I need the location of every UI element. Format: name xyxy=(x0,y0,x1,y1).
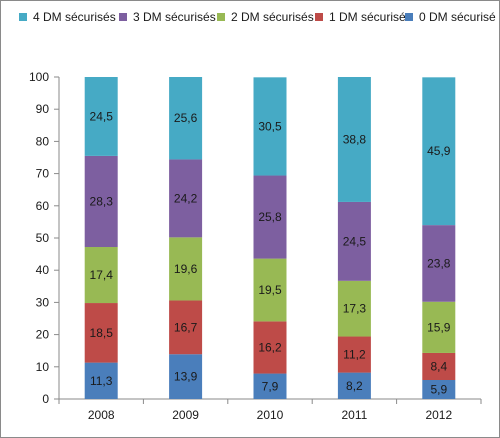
bar-segment xyxy=(337,280,371,337)
bar-segment xyxy=(422,380,456,399)
y-tick-label: 60 xyxy=(36,199,50,213)
bar-segment xyxy=(422,77,456,226)
data-label: 24,5 xyxy=(343,234,367,248)
bar-segment xyxy=(169,159,203,238)
x-tick-label: 2010 xyxy=(257,408,284,422)
data-label: 16,2 xyxy=(258,340,282,354)
y-tick-label: 50 xyxy=(36,231,50,245)
legend-label-4dm: 4 DM sécurisés xyxy=(33,10,116,24)
data-label: 23,8 xyxy=(427,256,451,270)
bar-segment xyxy=(337,77,371,202)
bar-segment xyxy=(422,352,456,381)
data-label: 17,4 xyxy=(90,268,114,282)
data-label: 18,5 xyxy=(90,326,114,340)
data-label: 19,6 xyxy=(174,262,198,276)
y-tick-label: 80 xyxy=(36,134,50,148)
bar-segment xyxy=(84,77,118,156)
bar-segment xyxy=(84,303,118,363)
y-tick-label: 70 xyxy=(36,167,50,181)
legend-label-0dm: 0 DM sécurisé xyxy=(419,10,496,24)
data-label: 28,3 xyxy=(90,194,114,208)
data-label: 11,2 xyxy=(343,348,366,362)
bar-segment xyxy=(422,225,456,302)
legend: 4 DM sécurisés 3 DM sécurisés 2 DM sécur… xyxy=(1,1,499,31)
x-tick-label: 2008 xyxy=(88,408,115,422)
bar-segment xyxy=(337,336,371,373)
bar-segment xyxy=(337,372,371,399)
legend-item-3dm: 3 DM sécurisés xyxy=(119,10,216,24)
data-label: 7,9 xyxy=(262,379,279,393)
x-tick-label: 2011 xyxy=(341,408,367,422)
data-label: 8,4 xyxy=(430,359,447,373)
data-label: 25,8 xyxy=(258,210,282,224)
data-label: 8,2 xyxy=(346,379,363,393)
bar-segment xyxy=(169,237,203,301)
bar-segment xyxy=(84,362,118,399)
bar-segment xyxy=(84,155,118,248)
x-tick-label: 2009 xyxy=(172,408,199,422)
data-label: 25,6 xyxy=(174,111,198,125)
legend-item-1dm: 1 DM sécurisé xyxy=(315,10,406,24)
bar-segment xyxy=(84,247,118,304)
legend-label-3dm: 3 DM sécurisés xyxy=(133,10,216,24)
y-tick-label: 10 xyxy=(36,360,50,374)
bar-segment xyxy=(422,301,456,353)
bar-segment xyxy=(337,201,371,281)
data-label: 24,5 xyxy=(90,109,114,123)
legend-item-2dm: 2 DM sécurisés xyxy=(217,10,314,24)
data-label: 11,3 xyxy=(90,374,113,388)
bar-segment xyxy=(253,321,287,374)
bar-segment xyxy=(253,77,287,176)
legend-swatch-1dm xyxy=(315,13,323,21)
legend-swatch-4dm xyxy=(19,13,27,21)
legend-item-0dm: 0 DM sécurisé xyxy=(405,10,496,24)
data-label: 13,9 xyxy=(174,370,198,384)
y-tick-label: 100 xyxy=(29,70,49,84)
data-label: 17,3 xyxy=(343,302,367,316)
y-tick-label: 0 xyxy=(42,392,49,406)
bar-segment xyxy=(253,258,287,322)
legend-label-2dm: 2 DM sécurisés xyxy=(231,10,314,24)
bar-segment xyxy=(169,300,203,355)
y-tick-label: 90 xyxy=(36,102,50,116)
bar-segment xyxy=(253,175,287,259)
legend-swatch-3dm xyxy=(119,13,127,21)
legend-label-1dm: 1 DM sécurisé xyxy=(329,10,406,24)
legend-item-4dm: 4 DM sécurisés xyxy=(19,10,116,24)
data-label: 19,5 xyxy=(258,283,282,297)
x-tick-label: 2012 xyxy=(425,408,452,422)
y-tick-label: 40 xyxy=(36,263,50,277)
legend-swatch-0dm xyxy=(405,13,413,21)
bar-segment xyxy=(169,354,203,399)
y-tick-label: 20 xyxy=(36,328,50,342)
legend-swatch-2dm xyxy=(217,13,225,21)
y-tick-label: 30 xyxy=(36,295,50,309)
data-label: 30,5 xyxy=(258,119,282,133)
data-label: 45,9 xyxy=(427,144,451,158)
data-label: 5,9 xyxy=(430,383,447,397)
bar-segment xyxy=(169,77,203,160)
bar-segment xyxy=(253,373,287,399)
data-label: 15,9 xyxy=(427,320,451,334)
data-label: 38,8 xyxy=(343,132,367,146)
data-label: 16,7 xyxy=(174,320,198,334)
data-label: 24,2 xyxy=(174,191,198,205)
